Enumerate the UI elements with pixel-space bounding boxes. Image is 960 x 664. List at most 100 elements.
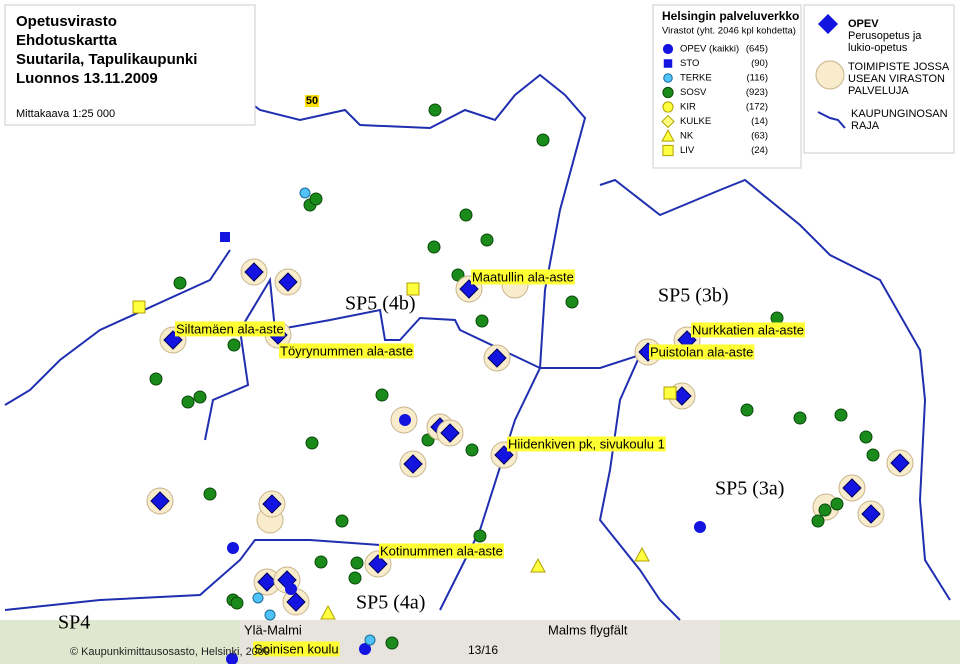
- markers: [132, 103, 914, 664]
- sosv-marker: [830, 497, 844, 511]
- basemap-park: [0, 620, 240, 664]
- area-label: SP4: [58, 612, 90, 634]
- legend-count: (923): [746, 87, 768, 98]
- legend-label: STO: [680, 58, 699, 69]
- sosv-marker: [740, 403, 754, 417]
- sosv-marker: [475, 314, 489, 328]
- title-line: Luonnos 13.11.2009: [16, 70, 158, 87]
- opev-marker: [399, 414, 411, 426]
- legend-label: SOSV: [680, 87, 707, 98]
- sosv-marker: [536, 133, 550, 147]
- opev-school: [403, 454, 423, 474]
- legend-label: TERKE: [680, 73, 712, 84]
- school-label: Siltamäen ala-aste: [176, 321, 284, 336]
- legend-label: RAJA: [851, 120, 880, 132]
- opev-school: [257, 572, 277, 592]
- sosv-marker: [181, 395, 195, 409]
- legend-symbol: [815, 60, 845, 90]
- district-borders: [4, 73, 951, 621]
- terke-marker: [299, 187, 311, 199]
- school-label-bg: [471, 269, 575, 285]
- sosv-marker: [459, 208, 473, 222]
- liv-marker: [663, 386, 677, 400]
- border: [204, 276, 541, 441]
- opev-school: [842, 478, 862, 498]
- school-label: Puistolan ala-aste: [650, 344, 753, 359]
- school-label-bg: [507, 436, 666, 452]
- sosv-marker: [335, 514, 349, 528]
- opev-school: [440, 423, 460, 443]
- sosv-marker: [230, 596, 244, 610]
- school-label: Nurkkatien ala-aste: [692, 322, 804, 337]
- school-label: Soinisen koulu: [254, 641, 339, 656]
- sosv-marker: [427, 240, 441, 254]
- liv-marker: [662, 144, 674, 157]
- school-label: Töyrynummen ala-aste: [280, 343, 413, 358]
- school-label-bg: [253, 641, 340, 657]
- kulke-marker: [661, 114, 675, 129]
- opev-school: [890, 453, 910, 473]
- sosv-marker: [662, 86, 674, 99]
- scale: Mittakaava 1:25 000: [16, 108, 115, 120]
- opev-school: [150, 491, 170, 511]
- sosv-marker: [227, 338, 241, 352]
- opev-school: [262, 494, 282, 514]
- road-number: 50: [306, 95, 318, 107]
- nk-marker: [634, 546, 650, 562]
- school-label: Kotinummen ala-aste: [380, 543, 503, 558]
- opev-school: [861, 504, 881, 524]
- sosv-marker: [375, 388, 389, 402]
- legend-count: (116): [747, 73, 768, 84]
- opev-school: [286, 592, 306, 612]
- opev-school: [459, 279, 479, 299]
- sosv-marker: [149, 372, 163, 386]
- sosv-marker: [428, 103, 442, 117]
- legend-count: (63): [751, 131, 768, 142]
- legend-label: OPEV (kaikki): [680, 44, 739, 55]
- opev-school: [278, 272, 298, 292]
- school-label-bg: [279, 343, 414, 359]
- area-label: SP5 (3b): [658, 285, 729, 307]
- legend-label: Perusopetus ja: [848, 30, 922, 42]
- terke-marker: [264, 609, 276, 621]
- opev-marker: [359, 643, 371, 655]
- school-label: Hiidenkiven pk, sivukoulu 1: [508, 436, 665, 451]
- sosv-marker: [818, 503, 832, 517]
- school-label-bg: [175, 321, 285, 337]
- sosv-marker: [451, 268, 465, 282]
- terke-marker: [364, 634, 376, 646]
- liv-marker: [132, 300, 146, 314]
- legend-label: KAUPUNGINOSAN: [851, 108, 948, 120]
- legend-label: TOIMIPISTE JOSSA: [848, 61, 950, 73]
- legend-label: USEAN VIRASTON: [848, 73, 945, 85]
- sosv-marker: [193, 390, 207, 404]
- legend-label: LIV: [680, 145, 695, 156]
- legend-count: (172): [746, 102, 768, 113]
- sto-marker: [220, 232, 230, 242]
- sosv-marker: [203, 487, 217, 501]
- legend-label: KULKE: [680, 116, 711, 127]
- opev-marker: [226, 653, 238, 664]
- sosv-marker: [565, 295, 579, 309]
- terke-marker: [663, 73, 673, 83]
- nk-marker: [530, 557, 546, 573]
- area-label: SP5 (3a): [715, 478, 784, 500]
- title-line: Ehdotuskartta: [16, 32, 118, 49]
- opev-school: [368, 554, 388, 574]
- legend: [652, 4, 802, 169]
- sosv-marker: [473, 529, 487, 543]
- legend-label: lukio-opetus: [848, 42, 908, 54]
- area-label: SP5 (4a): [356, 592, 425, 614]
- school-label-bg: [379, 543, 504, 559]
- border: [4, 539, 470, 611]
- legend-count: (14): [751, 116, 768, 127]
- place-label: Malms flygfält: [548, 622, 628, 637]
- border: [239, 73, 587, 611]
- terke-marker: [252, 592, 264, 604]
- sosv-marker: [173, 276, 187, 290]
- legend-count: (90): [751, 58, 768, 69]
- kir-marker: [662, 101, 674, 113]
- legend-label: OPEV: [848, 18, 879, 30]
- title-box: [4, 4, 256, 126]
